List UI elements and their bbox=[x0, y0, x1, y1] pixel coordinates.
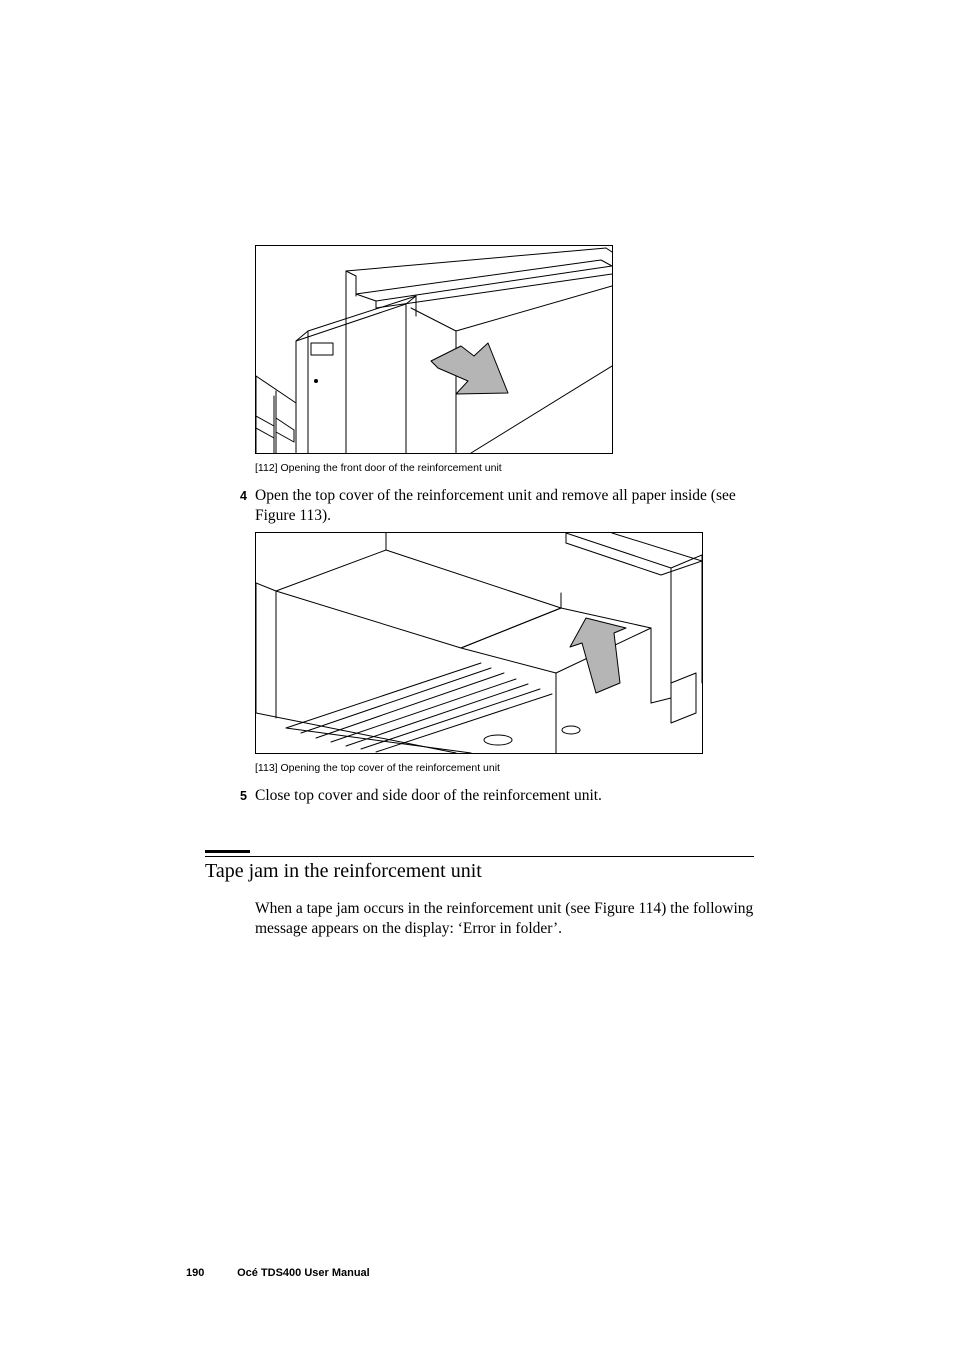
figure-112 bbox=[255, 245, 754, 458]
figure-112-caption: [112] Opening the front door of the rein… bbox=[255, 462, 754, 474]
page: [112] Opening the front door of the rein… bbox=[0, 0, 954, 1351]
section-rule bbox=[205, 850, 250, 853]
figure-112-frame bbox=[255, 245, 613, 454]
figure-113-illustration bbox=[256, 533, 702, 753]
section-paragraph: When a tape jam occurs in the reinforcem… bbox=[255, 899, 754, 939]
figure-113 bbox=[255, 532, 754, 758]
step-4: 4 Open the top cover of the reinforcemen… bbox=[205, 486, 754, 526]
doc-title: Océ TDS400 User Manual bbox=[237, 1267, 370, 1279]
figure-113-frame bbox=[255, 532, 703, 754]
step-5-text: Close top cover and side door of the rei… bbox=[255, 786, 754, 806]
step-5: 5 Close top cover and side door of the r… bbox=[205, 786, 754, 806]
section-title: Tape jam in the reinforcement unit bbox=[205, 856, 754, 883]
figure-112-illustration bbox=[256, 246, 612, 453]
page-number: 190 bbox=[186, 1267, 234, 1279]
step-4-text: Open the top cover of the reinforcement … bbox=[255, 486, 754, 526]
figure-113-caption: [113] Opening the top cover of the reinf… bbox=[255, 762, 754, 774]
step-5-number: 5 bbox=[205, 786, 255, 806]
page-footer: 190 Océ TDS400 User Manual bbox=[186, 1267, 370, 1279]
content-area: [112] Opening the front door of the rein… bbox=[205, 0, 754, 939]
step-4-number: 4 bbox=[205, 486, 255, 526]
